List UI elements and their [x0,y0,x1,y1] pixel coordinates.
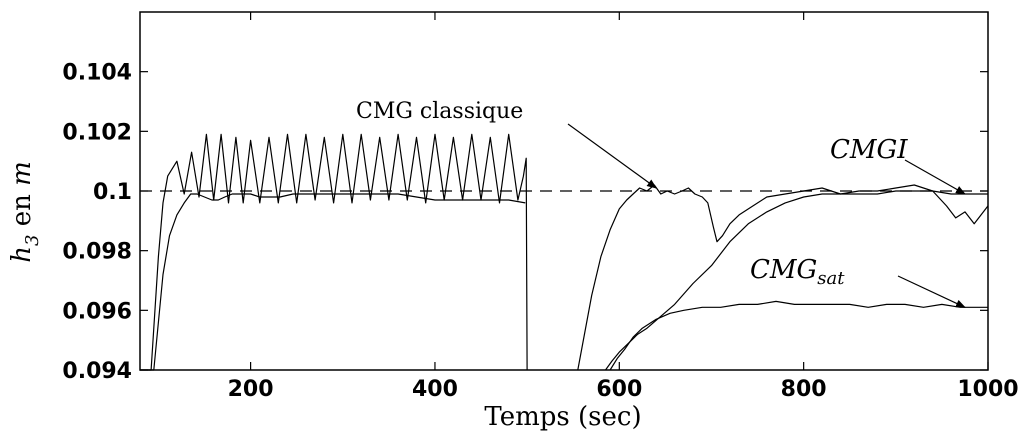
x-tick-label: 800 [781,377,827,402]
y-tick-label: 0.094 [62,359,132,384]
annotation-cmgi: CMGI [830,135,966,195]
y-tick-label: 0.096 [62,299,132,324]
annotation-cmg-classique: CMG classique [356,99,657,189]
series-layer [140,133,989,371]
x-tick-label: 200 [228,377,274,402]
x-tick-label: 1000 [957,377,1018,402]
y-tick-label: 0.098 [62,240,132,265]
series-line-4 [605,190,988,371]
annotation-cmgi-label: CMGI [830,135,908,165]
annotation-arrow-cmg-classique [567,123,657,189]
y-axis-title-sub: 3 [22,235,43,246]
y-axis-title-unit: m [7,161,37,186]
plot-frame [139,11,989,371]
y-tick-label: 0.1 [93,180,132,205]
x-axis-title: Temps (sec) [484,402,641,432]
y-axis-title: h3 en m [7,161,43,263]
annotation-cmg-sat-main: CMG [750,255,817,285]
ticks-layer: 200 400 600 800 1000 0.094 0.096 0.098 0.1 0.102 0… [62,12,1019,402]
series-line-3 [577,184,989,371]
annotation-arrow-cmgi [904,159,966,195]
series-line-5 [609,300,988,371]
y-tick-label: 0.102 [62,120,132,145]
annotation-cmg-sat-label: CMGsat [750,255,845,289]
annotation-cmg-sat-sub: sat [817,268,845,289]
y-tick-label: 0.104 [62,61,132,86]
series-line-2 [140,133,528,371]
annotation-cmg-sat: CMGsat [750,255,966,308]
y-axis-title-rest: en [7,186,37,235]
annotation-cmg-classique-label: CMG classique [356,99,523,124]
x-tick-label: 400 [412,377,458,402]
x-tick-label: 600 [596,377,642,402]
annotation-arrow-cmg-sat [897,275,966,308]
y-axis-title-main: h [7,246,37,263]
series-line-1 [140,193,526,371]
